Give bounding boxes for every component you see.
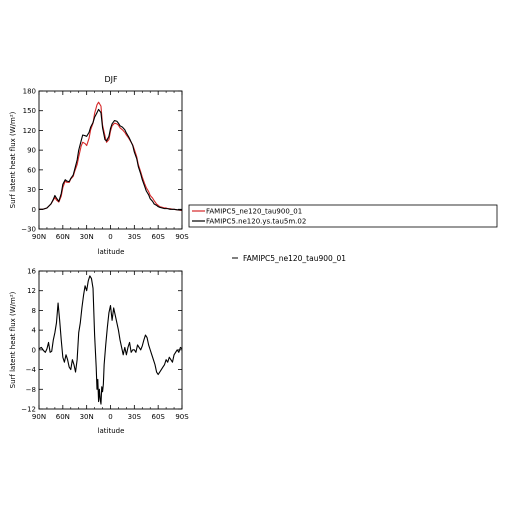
top-y-tick-label: 180 <box>23 88 36 96</box>
top-x-tick-label: 30N <box>80 233 94 241</box>
bottom-y-axis-label: Surf latent heat flux (W/m²) <box>9 291 17 388</box>
bottom-y-tick-label: −4 <box>26 366 37 374</box>
bottom-x-tick-label: 90N <box>32 413 46 421</box>
top-chart-title: DJF <box>104 75 118 84</box>
top-y-tick-label: 30 <box>27 186 36 194</box>
bottom-y-tick-label: 0 <box>32 346 36 354</box>
top-legend-box <box>188 204 498 228</box>
bottom-y-tick-label: −12 <box>21 406 36 414</box>
top-y-tick-label: 150 <box>23 107 36 115</box>
top-y-tick-label: 120 <box>23 127 36 135</box>
bottom-plot-area: 90N 60N 30N 0 30S 60S 90S −12 −8 −4 0 4 8 12 16 <box>21 268 189 422</box>
bottom-x-tick-label: 60S <box>151 413 165 421</box>
bottom-y-tick-label: 4 <box>32 327 37 335</box>
bottom-y-tick-label: −8 <box>26 386 36 394</box>
bottom-legend: FAMIPC5_ne120_tau900_01 <box>232 254 346 263</box>
top-x-tick-label: 30S <box>128 233 142 241</box>
bottom-x-tick-label: 30S <box>128 413 142 421</box>
bottom-plot-frame <box>38 270 183 410</box>
top-legend-entry-1: FAMIPC5_ne120_tau900_01 <box>206 208 302 216</box>
top-x-tick-label: 60N <box>56 233 70 241</box>
top-x-axis-label: latitude <box>98 248 125 256</box>
bottom-y-tick-label: 16 <box>27 268 36 276</box>
bottom-x-tick-label: 30N <box>80 413 94 421</box>
top-x-tick-label: 90S <box>175 233 189 241</box>
top-x-tick-label: 60S <box>151 233 165 241</box>
bottom-y-tick-label: 8 <box>32 307 36 315</box>
top-y-axis-label: Surf latent heat flux (W/m²) <box>9 111 17 208</box>
top-plot-area: 90N 60N 30N 0 30S 60S 90S −30 0 30 60 90 120 150 180 <box>21 88 189 242</box>
top-x-tick-label: 90N <box>32 233 46 241</box>
top-y-tick-label: −30 <box>21 226 36 234</box>
top-legend: FAMIPC5_ne120_tau900_01 FAMIPC5.ne120.ys… <box>188 204 498 228</box>
bottom-legend-entry: FAMIPC5_ne120_tau900_01 <box>243 254 346 263</box>
top-panel: DJF 90N 60N 30N 0 30S 60S 90S −30 0 30 60 90 120 150 1… <box>9 75 189 256</box>
top-y-tick-label: 60 <box>27 166 36 174</box>
bottom-x-tick-label: 90S <box>175 413 189 421</box>
top-plot-frame <box>38 90 183 230</box>
bottom-x-tick-label: 60N <box>56 413 70 421</box>
top-y-tick-label: 0 <box>32 206 36 214</box>
bottom-series-line-1 <box>38 275 183 405</box>
bottom-y-tick-label: 12 <box>27 287 36 295</box>
top-series-line-1 <box>39 101 183 212</box>
top-legend-entry-2: FAMIPC5.ne120.ys.tau5m.02 <box>206 218 306 226</box>
bottom-panel: 90N 60N 30N 0 30S 60S 90S −12 −8 −4 0 4 8 12 16 latitu… <box>9 268 189 436</box>
top-series-line-2 <box>39 108 182 211</box>
top-x-tick-label: 0 <box>108 233 112 241</box>
bottom-x-tick-label: 0 <box>108 413 112 421</box>
bottom-x-axis-label: latitude <box>98 427 125 435</box>
top-y-tick-label: 90 <box>27 147 36 155</box>
